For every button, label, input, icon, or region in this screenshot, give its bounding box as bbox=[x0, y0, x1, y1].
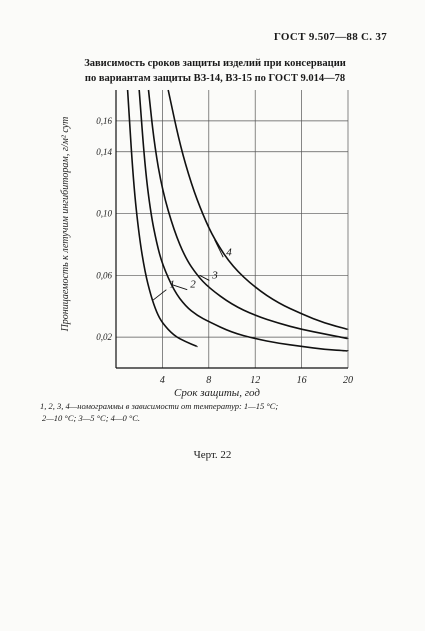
series-label-3: 3 bbox=[211, 269, 218, 281]
series-curve-1 bbox=[126, 89, 198, 348]
y-tick-label-2: 0,10 bbox=[96, 209, 112, 219]
y-tick-label-1: 0,06 bbox=[96, 270, 112, 280]
standard-header: ГОСТ 9.507—88 С. 37 bbox=[273, 31, 387, 43]
x-tick-label-16: 16 bbox=[297, 375, 307, 386]
y-tick-label-0: 0,02 bbox=[96, 332, 112, 342]
series-leader-2 bbox=[171, 284, 188, 291]
chart-title-line2: по вариантам защиты ВЗ-14, ВЗ-15 по ГОСТ… bbox=[84, 73, 346, 84]
y-axis-label: Проницаемость к летучим ингибиторам, г/м… bbox=[60, 117, 71, 333]
series-label-2: 2 bbox=[190, 279, 196, 291]
chart-title: Зависимость сроков защиты изделий при ко… bbox=[30, 56, 400, 86]
figure-label: Черт. 22 bbox=[193, 449, 232, 461]
series-leader-3 bbox=[199, 274, 210, 281]
x-axis-label: Срок защиты, год bbox=[174, 387, 260, 399]
series-curve-2 bbox=[138, 89, 349, 352]
caption: 1, 2, 3, 4—номограммы в зависимости от т… bbox=[40, 400, 395, 424]
caption-line2: 2—10 °С; 3—5 °С; 4—0 °С. bbox=[42, 413, 141, 423]
y-tick-label-3: 0,14 bbox=[96, 147, 112, 157]
series-label-4: 4 bbox=[226, 246, 232, 258]
series-curve-3 bbox=[147, 89, 349, 340]
x-tick-label-20: 20 bbox=[343, 375, 353, 386]
caption-line1: 1, 2, 3, 4—номограммы в зависимости от т… bbox=[40, 401, 279, 411]
series-curve-4 bbox=[167, 89, 349, 331]
x-tick-label-8: 8 bbox=[206, 375, 211, 386]
x-tick-label-4: 4 bbox=[160, 375, 165, 386]
chart-title-line1: Зависимость сроков защиты изделий при ко… bbox=[84, 58, 346, 69]
y-tick-label-4: 0,16 bbox=[96, 116, 112, 126]
x-tick-label-12: 12 bbox=[250, 375, 260, 386]
chart: 4 8 12 16 20 0,02 0,06 0,10 0,14 0,16 Срок защиты,… bbox=[60, 89, 353, 399]
series-leader-1 bbox=[152, 289, 167, 301]
series-leader-4 bbox=[214, 239, 224, 258]
